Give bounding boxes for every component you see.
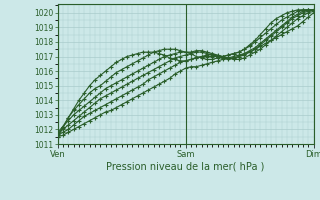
X-axis label: Pression niveau de la mer( hPa ): Pression niveau de la mer( hPa ) (107, 161, 265, 171)
